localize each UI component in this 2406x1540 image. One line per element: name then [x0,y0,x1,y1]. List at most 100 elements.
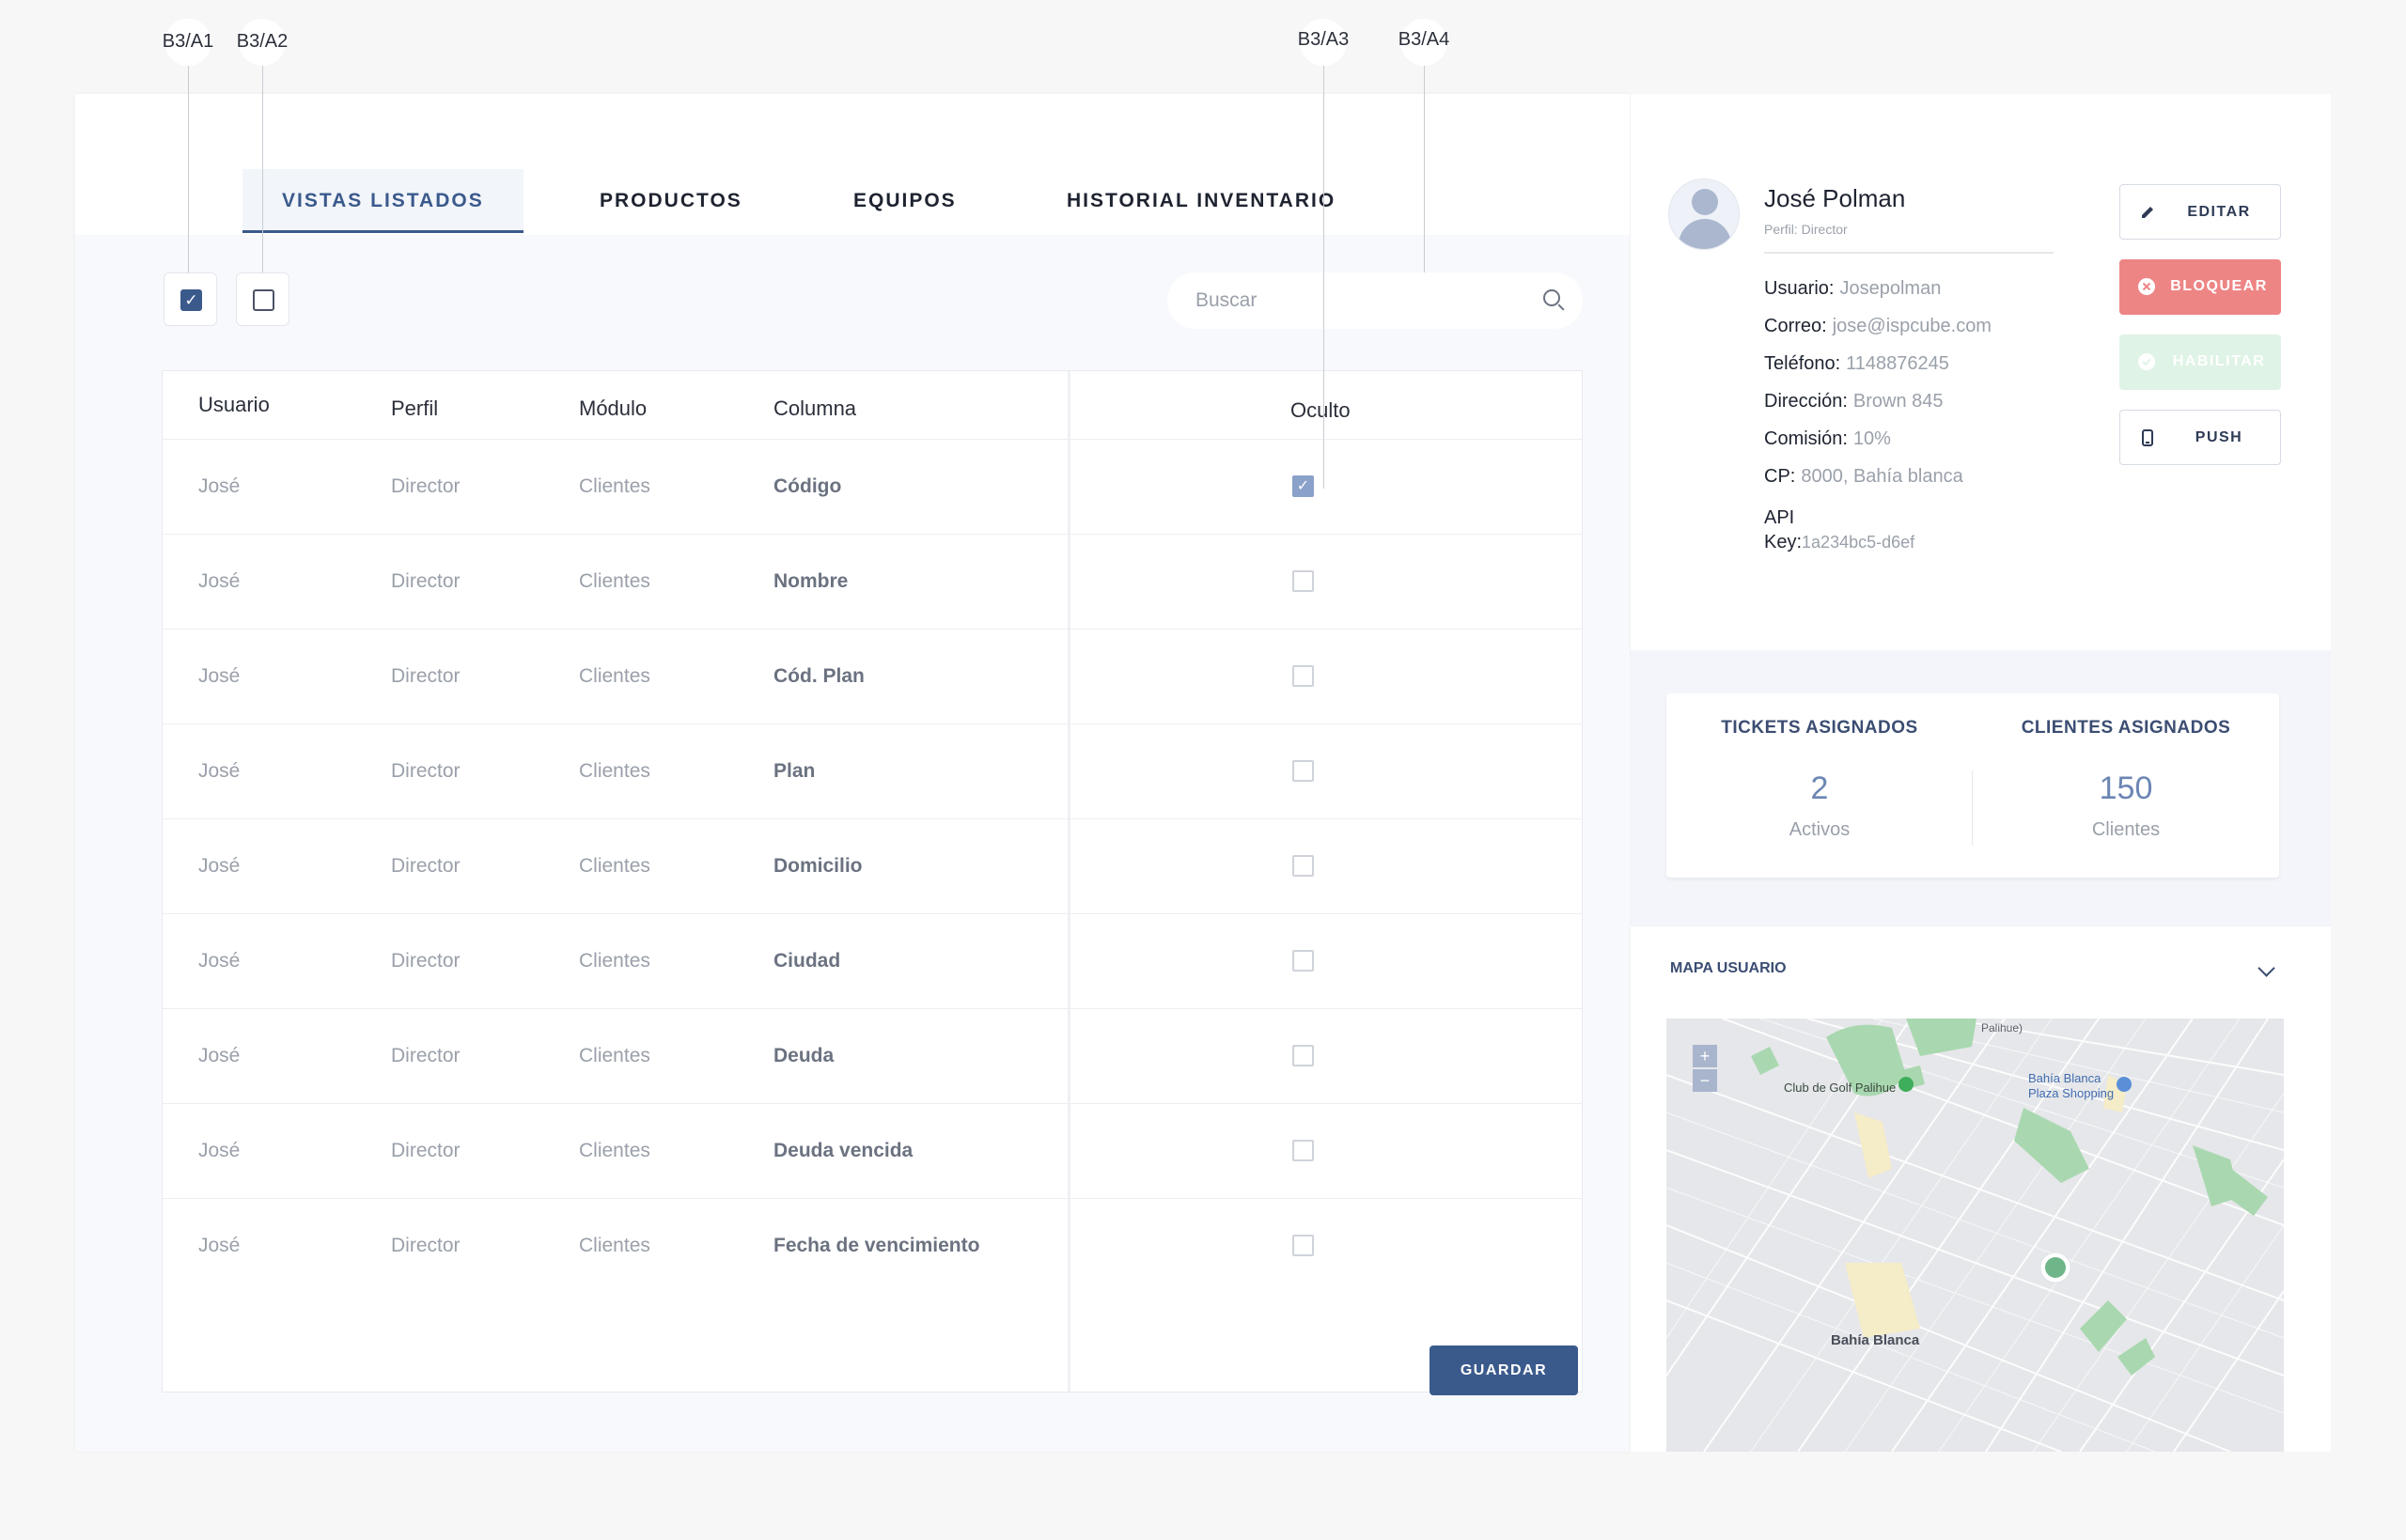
avatar-body [1679,219,1731,249]
cell-perfil: Director [391,760,461,782]
hidden-checkbox[interactable]: ✓ [1292,475,1314,497]
profile-field: Teléfono: 1148876245 [1764,353,1949,375]
tab-vistas-listados[interactable]: VISTAS LISTADOS [242,169,523,233]
cell-usuario: José [198,1140,241,1161]
edit-button[interactable]: EDITAR [2119,184,2281,240]
tab-equipos[interactable]: EQUIPOS [853,190,957,211]
cell-modulo: Clientes [579,1140,650,1161]
block-button[interactable]: BLOQUEAR [2119,259,2281,315]
profile-field: Correo: jose@ispcube.com [1764,316,1992,337]
select-none-toggle[interactable] [236,272,289,326]
cell-perfil: Director [391,570,461,592]
cell-columna: Ciudad [773,950,841,972]
enable-button[interactable]: HABILITAR [2119,334,2281,390]
hidden-checkbox[interactable] [1292,1045,1314,1066]
columns-table: Usuario Perfil Módulo Columna Oculto Jos… [162,370,1583,1392]
cell-columna: Plan [773,760,816,782]
cell-usuario: José [198,475,241,497]
map-canvas: Club de Golf Palihue Bahía Blanca Plaza … [1666,1019,2284,1452]
zoom-in-button[interactable]: + [1693,1045,1717,1067]
cell-modulo: Clientes [579,665,650,687]
user-map[interactable]: Club de Golf Palihue Bahía Blanca Plaza … [1666,1019,2284,1452]
cell-usuario: José [198,1235,241,1256]
cell-modulo: Clientes [579,570,650,592]
field-label: CP: [1764,466,1796,487]
cell-modulo: Clientes [579,760,650,782]
clients-subtitle: Clientes [2091,819,2161,840]
table-row: José Director Clientes Deuda [163,1008,1582,1103]
annotation-label: B3/A3 [1297,29,1350,50]
profile-field: Dirección: Brown 845 [1764,391,1944,412]
field-label: API [1764,507,1795,528]
table-row: José Director Clientes Deuda vencida [163,1103,1582,1198]
cell-modulo: Clientes [579,855,650,877]
hidden-checkbox[interactable] [1292,855,1314,877]
assigned-stats: TICKETS ASIGNADOS 2 Activos CLIENTES ASI… [1666,693,2279,878]
checkbox-checked: ✓ [180,289,202,311]
header-columna: Columna [773,397,857,420]
cell-columna: Cód. Plan [773,665,865,687]
select-all-toggle[interactable]: ✓ [164,272,217,326]
field-value: Josepolman [1839,278,1942,299]
field-api-key: API Key:1a234bc5-d6ef [1764,506,1914,554]
table-row: José Director Clientes Código ✓ [163,439,1582,534]
hidden-checkbox[interactable] [1292,760,1314,782]
cell-perfil: Director [391,1235,461,1256]
map-title: MAPA USUARIO [1670,960,1787,976]
cell-perfil: Director [391,665,461,687]
map-label-golf: Club de Golf Palihue [1784,1081,1896,1095]
push-button[interactable]: PUSH [2119,410,2281,465]
tickets-title: TICKETS ASIGNADOS [1721,718,1918,738]
header-modulo: Módulo [579,397,648,420]
table-column-divider [1068,371,1070,1392]
main-panel: VISTAS LISTADOS PRODUCTOS EQUIPOS HISTOR… [75,94,1630,1452]
cell-perfil: Director [391,1140,461,1161]
hidden-checkbox[interactable] [1292,570,1314,592]
cell-usuario: José [198,760,241,782]
clients-title: CLIENTES ASIGNADOS [2021,718,2231,738]
tickets-subtitle: Activos [1789,819,1851,840]
field-label: Usuario: [1764,278,1835,299]
save-button[interactable]: GUARDAR [1430,1346,1578,1395]
stats-divider [1972,770,1973,846]
zoom-out-button[interactable]: − [1693,1069,1717,1092]
profile-field: CP: 8000, Bahía blanca [1764,466,1963,488]
profile-name: José Polman [1764,184,1906,212]
hidden-checkbox[interactable] [1292,1235,1314,1256]
annotation-label: B3/A2 [236,31,289,52]
cell-usuario: José [198,1045,241,1066]
cell-modulo: Clientes [579,475,650,497]
table-row: José Director Clientes Ciudad [163,913,1582,1008]
search-input[interactable] [1195,282,1515,319]
hidden-checkbox[interactable] [1292,950,1314,972]
cell-usuario: José [198,570,241,592]
annotation-label: B3/A4 [1398,29,1450,50]
profile-divider [1764,252,2054,254]
cell-modulo: Clientes [579,1045,650,1066]
header-perfil: Perfil [391,397,439,420]
annotation-line [1323,66,1324,489]
cell-perfil: Director [391,950,461,972]
field-label: Key: [1764,532,1803,552]
phone-icon [2142,429,2153,446]
cell-columna: Deuda [773,1045,835,1066]
header-usuario: Usuario [198,393,270,416]
tickets-value: 2 [1810,770,1829,806]
cell-modulo: Clientes [579,950,650,972]
tab-productos[interactable]: PRODUCTOS [600,190,742,211]
hidden-checkbox[interactable] [1292,665,1314,687]
chevron-down-icon[interactable] [2258,959,2275,977]
field-value: 1a234bc5-d6ef [1802,533,1915,552]
hidden-checkbox[interactable] [1292,1140,1314,1161]
annotation-line [188,66,189,272]
checkbox-unchecked [253,289,274,311]
cell-modulo: Clientes [579,1235,650,1256]
tab-historial-inventario[interactable]: HISTORIAL INVENTARIO [1067,190,1336,211]
cell-columna: Domicilio [773,855,863,877]
field-value: Brown 845 [1852,391,1944,412]
cell-perfil: Director [391,855,461,877]
search-icon[interactable] [1543,289,1560,306]
map-label-plaza-1: Bahía Blanca [2028,1071,2101,1085]
cell-usuario: José [198,950,241,972]
field-label: Comisión: [1764,428,1848,449]
